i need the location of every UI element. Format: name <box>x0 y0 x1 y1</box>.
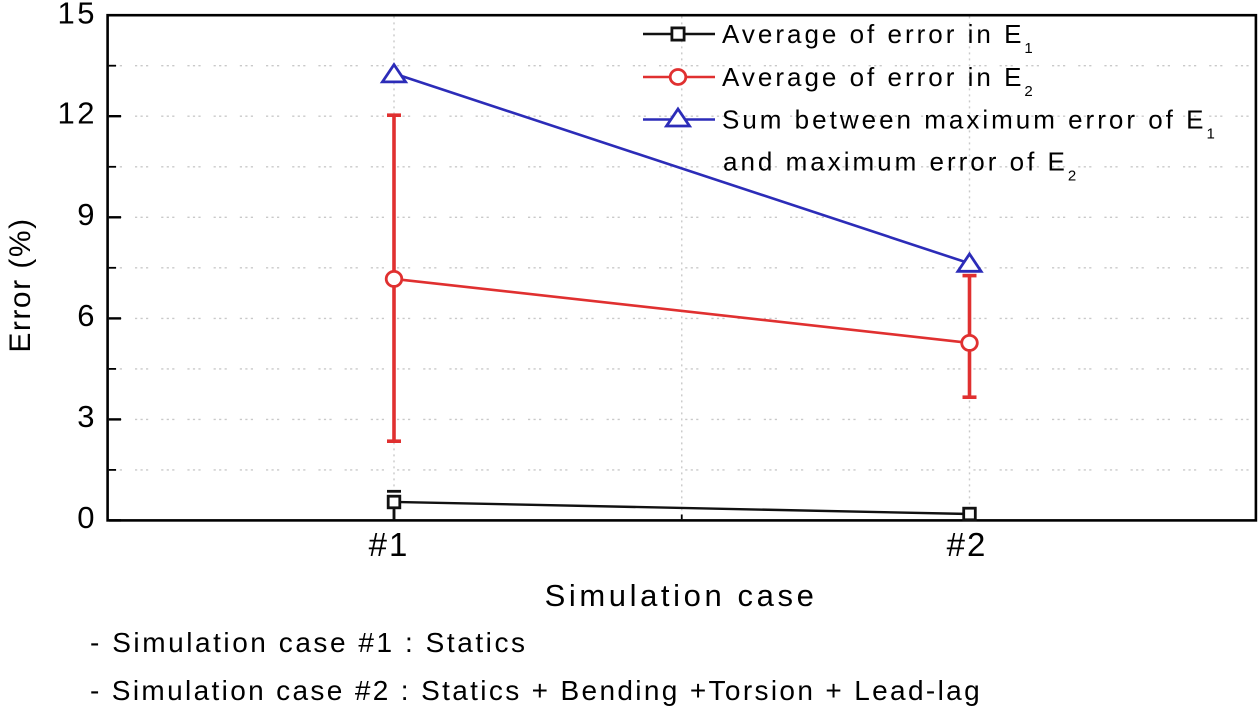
svg-text:- Simulation case #1 : Statics: - Simulation case #1 : Statics <box>90 627 528 658</box>
svg-text:Error (%): Error (%) <box>4 217 37 352</box>
svg-text:Simulation case: Simulation case <box>545 578 818 613</box>
svg-text:9: 9 <box>77 197 97 232</box>
svg-text:12: 12 <box>58 96 97 131</box>
svg-text:#2: #2 <box>947 526 988 563</box>
svg-text:#1: #1 <box>369 526 410 563</box>
svg-text:15: 15 <box>58 0 97 31</box>
svg-text:0: 0 <box>77 500 97 535</box>
svg-text:3: 3 <box>77 399 97 434</box>
svg-text:6: 6 <box>77 298 97 333</box>
svg-text:- Simulation case #2 : Statics: - Simulation case #2 : Statics + Bending… <box>90 675 982 706</box>
